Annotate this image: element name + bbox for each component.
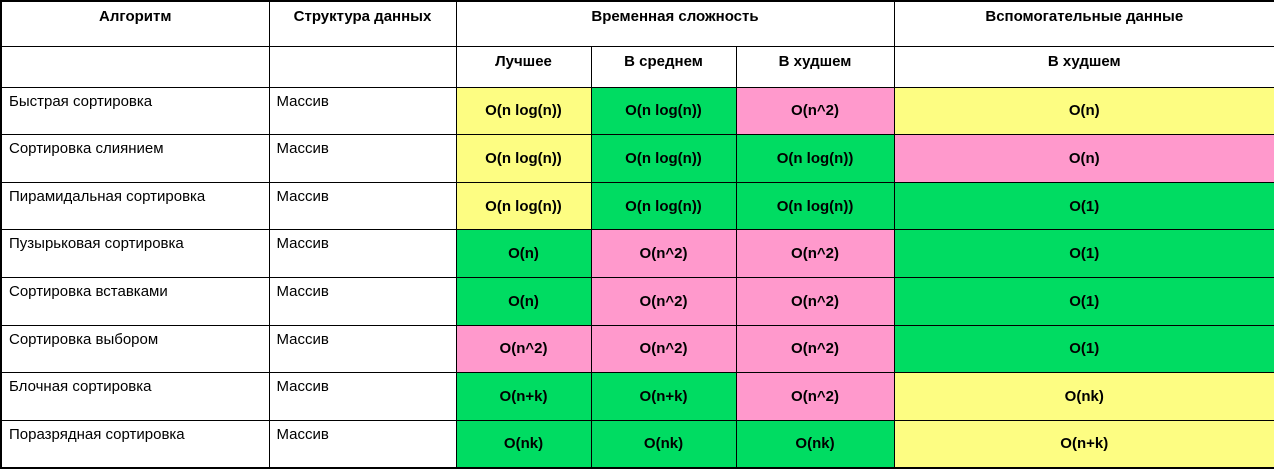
average-cell: O(n^2): [590, 277, 737, 326]
best-cell: O(n log(n)): [455, 86, 592, 136]
average-cell: O(nk): [590, 419, 737, 469]
header-row-main: Алгоритм Структура данных Временная слож…: [0, 0, 1274, 47]
algorithm-cell: Поразрядная сортировка: [0, 419, 270, 469]
structure-cell: Массив: [268, 419, 457, 469]
worst-cell: O(n^2): [735, 372, 895, 421]
average-cell: O(n^2): [590, 324, 737, 374]
subheader-worst: В худшем: [735, 45, 895, 88]
header-row-sub: Лучшее В среднем В худшем В худшем: [0, 45, 1274, 88]
algorithm-cell: Пирамидальная сортировка: [0, 181, 270, 231]
table-row: Пузырьковая сортировка Массив O(n) O(n^2) O(…: [0, 229, 1274, 278]
table-row: Быстрая сортировка Массив O(n log(n)) O(n l…: [0, 86, 1274, 136]
aux-cell: O(n+k): [893, 419, 1274, 469]
best-cell: O(n log(n)): [455, 134, 592, 183]
best-cell: O(n log(n)): [455, 181, 592, 231]
table-row: Пирамидальная сортировка Массив O(n log(n)…: [0, 181, 1274, 231]
average-cell: O(n^2): [590, 229, 737, 278]
aux-cell: O(1): [893, 277, 1274, 326]
subheader-best: Лучшее: [455, 45, 592, 88]
algorithm-cell: Сортировка выбором: [0, 324, 270, 374]
table-row: Сортировка вставками Массив O(n) O(n^2) O(n^…: [0, 277, 1274, 326]
average-cell: O(n+k): [590, 372, 737, 421]
header-empty-algorithm: [0, 45, 270, 88]
best-cell: O(n): [455, 277, 592, 326]
algorithm-cell: Быстрая сортировка: [0, 86, 270, 136]
header-empty-structure: [268, 45, 457, 88]
worst-cell: O(n log(n)): [735, 134, 895, 183]
worst-cell: O(n^2): [735, 324, 895, 374]
aux-cell: O(nk): [893, 372, 1274, 421]
table-row: Сортировка слиянием Массив O(n log(n)) O(n …: [0, 134, 1274, 183]
worst-cell: O(n^2): [735, 86, 895, 136]
structure-cell: Массив: [268, 134, 457, 183]
header-algorithm: Алгоритм: [0, 0, 270, 47]
header-time-complexity: Временная сложность: [455, 0, 895, 47]
average-cell: O(n log(n)): [590, 86, 737, 136]
structure-cell: Массив: [268, 181, 457, 231]
best-cell: O(nk): [455, 419, 592, 469]
table-row: Сортировка выбором Массив O(n^2) O(n^2) O(n^…: [0, 324, 1274, 374]
subheader-aux-worst: В худшем: [893, 45, 1274, 88]
table-body: Быстрая сортировка Массив O(n log(n)) O(n l…: [0, 86, 1274, 469]
worst-cell: O(nk): [735, 419, 895, 469]
structure-cell: Массив: [268, 372, 457, 421]
table-row: Поразрядная сортировка Массив O(nk) O(nk) O(…: [0, 419, 1274, 469]
structure-cell: Массив: [268, 277, 457, 326]
best-cell: O(n+k): [455, 372, 592, 421]
average-cell: O(n log(n)): [590, 134, 737, 183]
algorithm-cell: Блочная сортировка: [0, 372, 270, 421]
structure-cell: Массив: [268, 229, 457, 278]
algorithm-cell: Сортировка вставками: [0, 277, 270, 326]
aux-cell: O(1): [893, 324, 1274, 374]
header-auxiliary-data: Вспомогательные данные: [893, 0, 1274, 47]
aux-cell: O(1): [893, 229, 1274, 278]
table-row: Блочная сортировка Массив O(n+k) O(n+k) O(n^…: [0, 372, 1274, 421]
table-header: Алгоритм Структура данных Временная слож…: [0, 0, 1274, 88]
header-data-structure: Структура данных: [268, 0, 457, 47]
best-cell: O(n^2): [455, 324, 592, 374]
aux-cell: O(1): [893, 181, 1274, 231]
worst-cell: O(n log(n)): [735, 181, 895, 231]
structure-cell: Массив: [268, 324, 457, 374]
best-cell: O(n): [455, 229, 592, 278]
average-cell: O(n log(n)): [590, 181, 737, 231]
worst-cell: O(n^2): [735, 277, 895, 326]
aux-cell: O(n): [893, 134, 1274, 183]
structure-cell: Массив: [268, 86, 457, 136]
aux-cell: O(n): [893, 86, 1274, 136]
algorithm-cell: Пузырьковая сортировка: [0, 229, 270, 278]
worst-cell: O(n^2): [735, 229, 895, 278]
subheader-average: В среднем: [590, 45, 737, 88]
algorithm-cell: Сортировка слиянием: [0, 134, 270, 183]
